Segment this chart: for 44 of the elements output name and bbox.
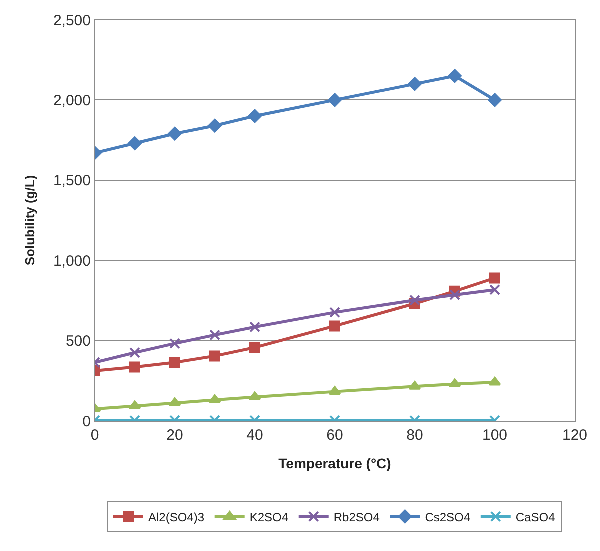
point (408, 77, 422, 92)
y-tick-label: 2,000 (53, 92, 91, 110)
legend-label: Cs2SO4 (425, 510, 471, 524)
x-tick-label: 40 (246, 427, 264, 444)
point (328, 93, 342, 108)
legend-label: Al2(SO4)3 (148, 510, 205, 524)
point (490, 272, 500, 284)
y-tick-label: 2,500 (53, 12, 91, 30)
point (330, 320, 340, 332)
y-tick-label: 1,000 (53, 252, 91, 270)
point (170, 338, 180, 350)
point (488, 93, 502, 108)
point (450, 290, 460, 301)
point (248, 109, 262, 124)
y-tick-label: 0 (82, 413, 91, 430)
y-tick-label: 1,500 (53, 172, 91, 190)
point (210, 330, 220, 341)
x-tick-label: 80 (406, 427, 424, 444)
point (448, 378, 462, 388)
point (210, 350, 220, 362)
x-tick-label: 20 (166, 427, 184, 444)
point (208, 119, 222, 133)
point (490, 284, 500, 296)
legend-label: Rb2SO4 (334, 510, 380, 524)
y-axis-title: Solubility (g/L) (22, 175, 38, 266)
x-tick-label: 60 (326, 427, 344, 444)
point (250, 342, 260, 354)
point (130, 347, 140, 358)
point (170, 357, 180, 368)
x-axis-title: Temperature (°C) (278, 455, 392, 472)
point (250, 322, 260, 333)
point (248, 392, 262, 401)
legend-label: K2SO4 (250, 510, 289, 524)
point (168, 127, 182, 141)
y-tick-label: 500 (66, 333, 91, 350)
x-tick-label: 100 (482, 427, 508, 444)
x-tick-label: 120 (562, 427, 588, 444)
point (128, 136, 142, 150)
legend-label: CaSO4 (516, 510, 556, 524)
point (448, 69, 462, 83)
point (410, 294, 420, 306)
point (330, 307, 340, 318)
point (130, 362, 140, 373)
point (328, 386, 342, 396)
